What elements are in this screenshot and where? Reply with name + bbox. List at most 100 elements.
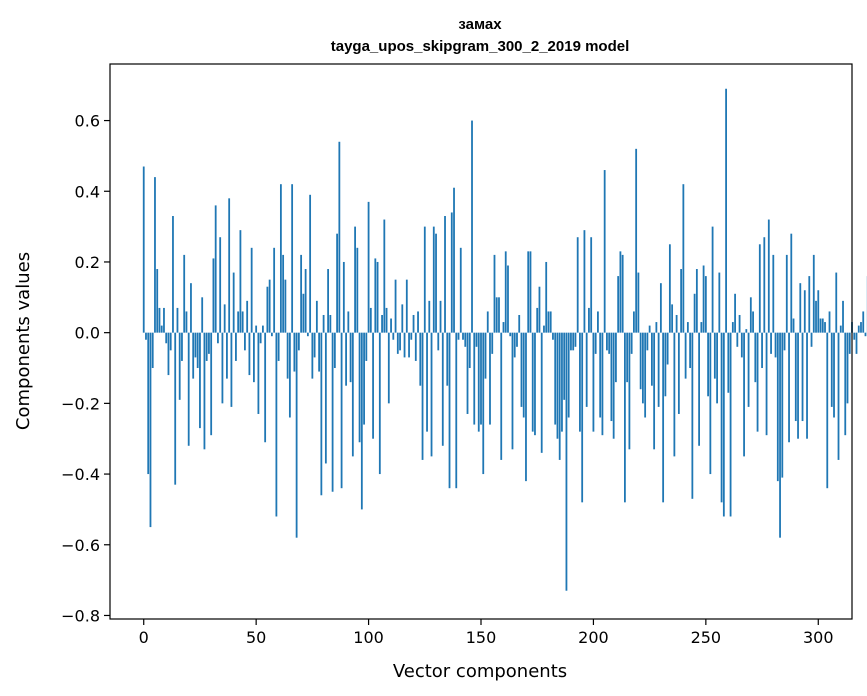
bar xyxy=(597,311,599,333)
bar xyxy=(324,332,327,464)
bar xyxy=(466,332,469,414)
bar xyxy=(516,332,518,347)
bar xyxy=(498,297,500,333)
bar xyxy=(192,332,195,379)
bar xyxy=(704,276,707,333)
bar xyxy=(430,332,433,457)
x-tick-label: 50 xyxy=(246,628,266,647)
bar xyxy=(392,332,395,340)
bar xyxy=(754,332,757,383)
bar xyxy=(482,332,485,475)
bar xyxy=(590,237,593,333)
bar xyxy=(801,332,804,422)
bar xyxy=(455,332,458,489)
bar xyxy=(842,300,844,333)
bar xyxy=(536,307,539,333)
bar xyxy=(788,332,790,443)
bar xyxy=(772,254,775,333)
bar xyxy=(621,254,624,333)
bar xyxy=(446,332,449,386)
bar xyxy=(226,332,228,379)
bar xyxy=(666,332,669,365)
bar xyxy=(806,332,808,439)
bar xyxy=(336,233,338,333)
bar xyxy=(864,332,867,337)
bar xyxy=(444,216,446,333)
bar xyxy=(558,332,561,460)
bar xyxy=(318,332,321,372)
bar xyxy=(637,272,640,333)
bar xyxy=(194,332,197,358)
bar xyxy=(369,307,372,333)
bar xyxy=(246,300,249,333)
bar xyxy=(520,332,523,407)
bar xyxy=(457,332,460,340)
bar xyxy=(734,293,736,333)
bar xyxy=(534,332,536,436)
bar xyxy=(655,322,658,333)
bar xyxy=(698,332,700,446)
bar xyxy=(232,272,235,333)
bar xyxy=(689,332,692,369)
bar xyxy=(235,332,237,361)
bar xyxy=(264,332,267,443)
y-tick-label: 0.0 xyxy=(75,324,100,343)
bar xyxy=(426,332,428,432)
bar xyxy=(848,332,851,354)
bar xyxy=(527,251,530,333)
bar xyxy=(295,332,298,538)
bar xyxy=(181,332,183,361)
bar xyxy=(459,247,462,333)
bar xyxy=(549,311,552,333)
bar xyxy=(270,332,273,337)
bar xyxy=(349,332,352,383)
bar xyxy=(279,184,282,333)
bar xyxy=(552,332,554,340)
bar xyxy=(731,322,734,333)
bar xyxy=(808,276,811,333)
bar xyxy=(340,332,343,489)
bar xyxy=(612,332,615,439)
x-tick-label: 100 xyxy=(353,628,384,647)
bar xyxy=(284,279,287,333)
bar xyxy=(187,332,190,446)
bar xyxy=(700,322,703,333)
bar xyxy=(761,332,763,369)
bar xyxy=(817,290,820,333)
bar xyxy=(695,269,698,333)
bar xyxy=(592,332,595,432)
bar xyxy=(792,318,795,333)
bar xyxy=(680,269,683,333)
bar xyxy=(819,318,822,333)
bar xyxy=(635,148,638,333)
bar xyxy=(675,314,678,333)
x-tick-label: 250 xyxy=(691,628,722,647)
bar xyxy=(579,332,581,432)
y-tick-label: −0.2 xyxy=(61,394,100,413)
bar xyxy=(826,332,829,489)
bar xyxy=(394,279,397,333)
bar xyxy=(693,293,696,333)
bar xyxy=(824,322,826,333)
bar xyxy=(367,201,370,333)
bar xyxy=(205,332,208,361)
bar xyxy=(311,332,314,379)
bar xyxy=(253,332,255,383)
bar xyxy=(147,332,150,475)
bar xyxy=(237,311,240,333)
bar xyxy=(165,332,168,344)
bar xyxy=(219,237,222,333)
bar xyxy=(633,311,635,333)
bar xyxy=(776,332,779,482)
bar xyxy=(617,276,620,333)
bar xyxy=(500,332,503,460)
bar xyxy=(190,283,192,333)
bar xyxy=(403,332,406,358)
bar xyxy=(358,332,361,443)
bar xyxy=(572,332,575,351)
bar xyxy=(504,251,507,333)
bar xyxy=(718,272,721,333)
bar xyxy=(223,304,226,333)
bar xyxy=(453,187,455,333)
